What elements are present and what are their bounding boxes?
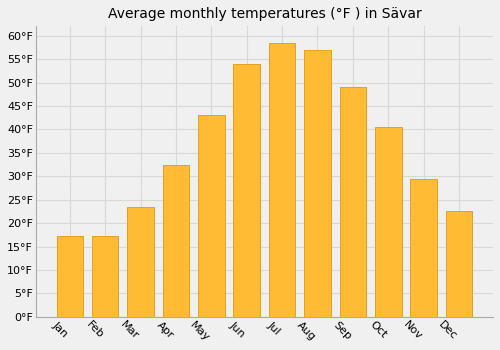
Bar	[128, 207, 154, 317]
Title: Average monthly temperatures (°F ) in Sävar: Average monthly temperatures (°F ) in Sä…	[108, 7, 422, 21]
Bar	[92, 236, 118, 317]
Bar	[340, 87, 366, 317]
Bar	[304, 50, 330, 317]
Bar	[446, 211, 472, 317]
Bar	[410, 178, 437, 317]
Bar	[198, 116, 224, 317]
Bar	[162, 164, 189, 317]
Bar	[234, 64, 260, 317]
Bar	[269, 43, 295, 317]
Bar	[375, 127, 402, 317]
Bar	[56, 236, 83, 317]
